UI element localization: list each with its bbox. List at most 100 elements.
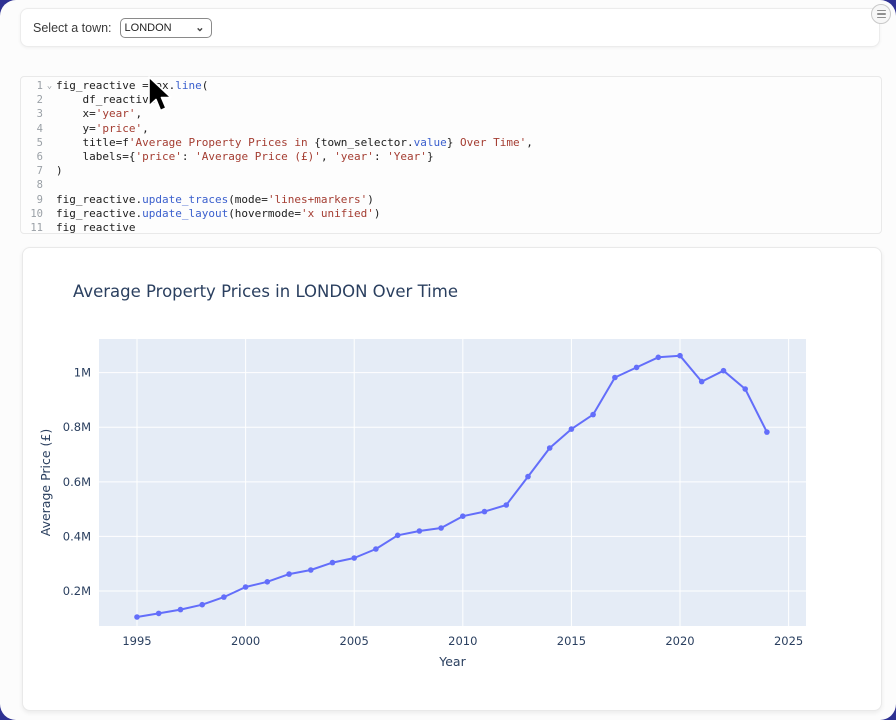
data-point-2003[interactable]	[308, 567, 314, 573]
x-tick-label: 2005	[340, 634, 369, 648]
line-number: 11	[30, 222, 43, 234]
data-point-2016[interactable]	[590, 411, 596, 418]
x-tick-label: 2015	[557, 634, 586, 648]
code-line[interactable]: 11 fig_reactive	[21, 221, 881, 234]
fold-arrow-icon	[43, 150, 56, 164]
data-point-2001[interactable]	[264, 579, 271, 585]
code-line[interactable]: 1 ⌄ fig_reactive = px.line(	[21, 79, 881, 93]
x-tick-label: 2010	[448, 634, 477, 648]
fold-arrow-icon	[43, 93, 56, 107]
chart-title: Average Property Prices in LONDON Over T…	[73, 282, 458, 301]
code-text	[56, 178, 63, 192]
code-text: )	[56, 164, 63, 178]
data-point-2018[interactable]	[633, 364, 640, 371]
y-tick-label: 0.2M	[63, 584, 91, 598]
fold-arrow-icon	[43, 221, 56, 233]
line-number: 7	[36, 165, 43, 178]
hamburger-icon	[876, 9, 886, 12]
code-editor[interactable]: 1 ⌄ fig_reactive = px.line(2 df_reactive, 3…	[20, 76, 882, 234]
data-point-2007[interactable]	[394, 532, 401, 539]
data-point-2006[interactable]	[373, 546, 379, 552]
line-number: 3	[36, 108, 43, 121]
data-point-2000[interactable]	[242, 584, 249, 590]
code-line[interactable]: 2 df_reactive,	[21, 93, 881, 107]
data-point-2011[interactable]	[481, 508, 488, 515]
data-point-2019[interactable]	[655, 354, 662, 361]
fold-arrow-icon[interactable]: ⌄	[46, 81, 53, 91]
plot-area[interactable]	[99, 339, 806, 626]
code-line[interactable]: 4 y='price',	[21, 122, 881, 136]
data-point-1995[interactable]	[134, 614, 140, 620]
code-text: title=f'Average Property Prices in {town…	[56, 135, 533, 149]
line-number: 9	[36, 193, 43, 206]
line-number: 4	[36, 122, 43, 135]
code-line[interactable]: 7 )	[21, 164, 881, 178]
data-point-1999[interactable]	[221, 594, 227, 600]
line-number: 10	[30, 207, 43, 220]
chart-card: Average Property Prices in LONDON Over T…	[22, 247, 882, 711]
hamburger-icon	[876, 16, 886, 19]
fold-arrow-icon	[43, 193, 56, 207]
data-point-2004[interactable]	[329, 559, 336, 566]
town-select-label: Select a town:	[33, 20, 112, 35]
x-tick-label: 1995	[122, 634, 151, 648]
data-point-2024[interactable]	[764, 429, 770, 435]
code-line[interactable]: 5 title=f'Average Property Prices in {to…	[21, 136, 881, 150]
price-line	[136, 354, 768, 618]
code-text: fig_reactive.update_traces(mode='lines+m…	[56, 192, 374, 206]
data-point-1997[interactable]	[177, 606, 184, 613]
data-point-2021[interactable]	[698, 378, 705, 385]
town-select-panel: Select a town: LONDON ⌄	[20, 8, 880, 47]
code-text: y='price',	[56, 121, 149, 135]
line-number: 6	[36, 151, 43, 164]
line-number: 8	[36, 179, 43, 192]
code-text: fig_reactive.update_layout(hovermode='x …	[56, 206, 381, 220]
data-point-2017[interactable]	[612, 374, 618, 381]
fold-arrow-icon	[43, 178, 56, 192]
data-point-2020[interactable]	[677, 352, 683, 359]
code-line[interactable]: 9 fig_reactive.update_traces(mode='lines…	[21, 193, 881, 207]
x-axis-title: Year	[438, 654, 466, 669]
data-point-2023[interactable]	[742, 386, 748, 392]
data-point-2005[interactable]	[351, 555, 358, 561]
code-text: labels={'price': 'Average Price (£)', 'y…	[56, 150, 434, 164]
town-selector-dropdown[interactable]: LONDON	[119, 17, 212, 38]
data-point-2010[interactable]	[460, 513, 466, 519]
code-line[interactable]: 6 labels={'price': 'Average Price (£)', …	[21, 150, 881, 164]
y-tick-label: 1M	[74, 366, 91, 380]
fold-arrow-icon	[43, 164, 56, 178]
code-line[interactable]: 8	[21, 178, 881, 192]
fold-arrow-icon	[43, 136, 56, 150]
code-text: x='year',	[56, 107, 143, 121]
hamburger-icon	[876, 13, 886, 15]
data-point-2002[interactable]	[286, 571, 292, 577]
y-tick-label: 0.4M	[63, 529, 91, 543]
y-tick-label: 0.8M	[63, 420, 91, 434]
plotly-chart[interactable]: 1995 2000 2005 2010 2015 2020 2025 0.2M 0.4M 0.6M…	[23, 248, 882, 711]
data-point-2009[interactable]	[438, 525, 444, 531]
fold-arrow-icon	[43, 207, 56, 221]
data-point-2022[interactable]	[720, 367, 727, 374]
data-point-2012[interactable]	[503, 502, 510, 508]
line-number: 5	[36, 136, 43, 149]
menu-button[interactable]	[871, 4, 891, 24]
code-line[interactable]: 3 x='year',	[21, 107, 881, 121]
data-point-1998[interactable]	[199, 601, 205, 608]
y-axis-title: Average Price (£)	[38, 429, 53, 536]
data-point-2015[interactable]	[568, 426, 575, 432]
code-line[interactable]: 10 fig_reactive.update_layout(hovermode=…	[21, 207, 881, 221]
code-text: fig_reactive = px.line(	[56, 79, 209, 92]
x-tick-label: 2000	[231, 634, 260, 648]
fold-arrow-icon	[43, 107, 56, 121]
data-point-2013[interactable]	[525, 473, 531, 480]
data-point-1996[interactable]	[155, 610, 162, 617]
x-tick-label: 2020	[665, 634, 694, 648]
data-point-2014[interactable]	[546, 445, 553, 451]
code-text: df_reactive,	[56, 93, 162, 107]
code-text: fig_reactive	[56, 221, 136, 234]
line-number: 2	[36, 94, 43, 107]
data-point-2008[interactable]	[416, 528, 423, 534]
fold-arrow-icon	[43, 122, 56, 136]
line-number: 1	[36, 80, 43, 92]
